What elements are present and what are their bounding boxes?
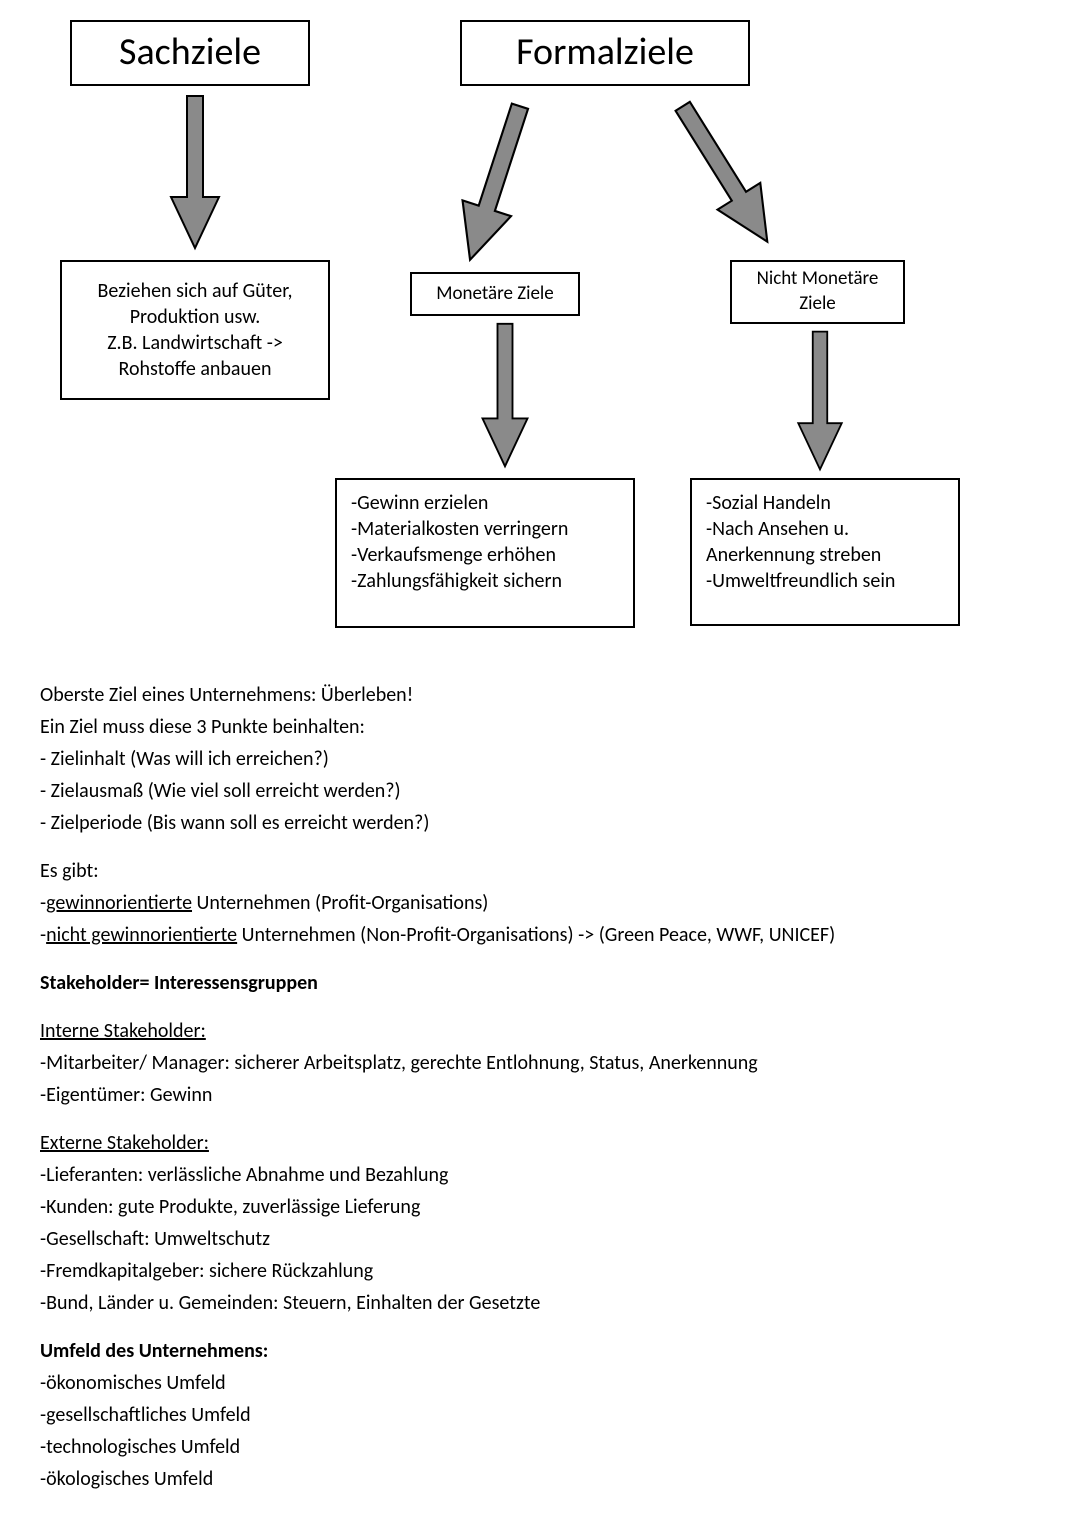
notes-externe-item-1: -Lieferanten: verlässliche Abnahme und B… [40, 1160, 1040, 1190]
notes-section: Oberste Ziel eines Unternehmens: Überleb… [40, 680, 1040, 1512]
notes-interne-heading: Interne Stakeholder: [40, 1016, 1040, 1046]
notes-point-3-rest: (Bis wann soll es erreicht werden?) [142, 811, 429, 835]
monetary-detail-box: -Gewinn erzielen -Materialkosten verring… [335, 478, 635, 628]
notes-interne-heading-text: Interne Stakeholder: [40, 1019, 206, 1043]
notes-umfeld-block: Umfeld des Unternehmens: -ökonomisches U… [40, 1336, 1040, 1494]
monetary-item-1: -Gewinn erzielen [351, 490, 488, 516]
notes-topgoal-prefix: Oberste Ziel eines Unternehmens: [40, 683, 321, 707]
arrow-formalziele-left [435, 91, 554, 274]
notes-point-1: - Zielinhalt (Was will ich erreichen?) [40, 744, 1040, 774]
notes-topgoal-block: Oberste Ziel eines Unternehmens: Überleb… [40, 680, 1040, 838]
arrow-monetary-down [475, 320, 535, 470]
notes-stakeholder-heading: Stakeholder= Interessensgruppen [40, 968, 1040, 998]
nonmonetary-item-3: Anerkennung streben [706, 542, 881, 568]
notes-3points-intro: Ein Ziel muss diese 3 Punkte beinhalten: [40, 712, 1040, 742]
notes-esgibt-2-rest: Unternehmen (Non-Profit-Organisations) -… [237, 923, 835, 947]
sachziele-desc-l3: Z.B. Landwirtschaft -> [107, 330, 283, 356]
notes-externe-block: Externe Stakeholder: -Lieferanten: verlä… [40, 1128, 1040, 1318]
nonmonetary-item-2: -Nach Ansehen u. [706, 516, 849, 542]
notes-externe-item-5: -Bund, Länder u. Gemeinden: Steuern, Ein… [40, 1288, 1040, 1318]
notes-esgibt-1: -gewinnorientierte Unternehmen (Profit-O… [40, 888, 1040, 918]
arrow-nonmonetary-down [790, 328, 850, 473]
notes-umfeld-item-3: -technologisches Umfeld [40, 1432, 1040, 1462]
notes-point-1-rest: (Was will ich erreichen?) [126, 747, 329, 771]
nonmonetary-item-4: -Umweltfreundlich sein [706, 568, 895, 594]
notes-point-1-term: Zielinhalt [51, 747, 126, 771]
formalziele-title-box: Formalziele [460, 20, 750, 86]
nonmonetary-label-box: Nicht Monetäre Ziele [730, 260, 905, 324]
notes-point-2-rest: (Wie viel soll erreicht werden?) [143, 779, 400, 803]
formalziele-title: Formalziele [516, 28, 694, 77]
nonmonetary-label-l2: Ziele [799, 292, 836, 317]
sachziele-desc-l1: Beziehen sich auf Güter, [98, 278, 293, 304]
notes-point-2: - Zielausmaß (Wie viel soll erreicht wer… [40, 776, 1040, 806]
nonmonetary-detail-box: -Sozial Handeln -Nach Ansehen u. Anerken… [690, 478, 960, 626]
notes-externe-heading: Externe Stakeholder: [40, 1128, 1040, 1158]
notes-point-3: - Zielperiode (Bis wann soll es erreicht… [40, 808, 1040, 838]
monetary-item-4: -Zahlungsfähigkeit sichern [351, 568, 562, 594]
monetary-item-3: -Verkaufsmenge erhöhen [351, 542, 556, 568]
notes-topgoal: Oberste Ziel eines Unternehmens: Überleb… [40, 680, 1040, 710]
notes-esgibt-1-rest: Unternehmen (Profit-Organisations) [192, 891, 488, 915]
notes-externe-item-2: -Kunden: gute Produkte, zuverlässige Lie… [40, 1192, 1040, 1222]
notes-stakeholder-heading-block: Stakeholder= Interessensgruppen [40, 968, 1040, 998]
notes-interne-item-1: -Mitarbeiter/ Manager: sicherer Arbeitsp… [40, 1048, 1040, 1078]
notes-externe-item-4: -Fremdkapitalgeber: sichere Rückzahlung [40, 1256, 1040, 1286]
sachziele-title: Sachziele [119, 28, 261, 77]
notes-umfeld-item-2: -gesellschaftliches Umfeld [40, 1400, 1040, 1430]
notes-interne-item-2: -Eigentümer: Gewinn [40, 1080, 1040, 1110]
notes-externe-heading-text: Externe Stakeholder: [40, 1131, 209, 1155]
notes-esgibt-block: Es gibt: -gewinnorientierte Unternehmen … [40, 856, 1040, 950]
nonmonetary-label-l1: Nicht Monetäre [757, 267, 879, 292]
notes-point-2-term: Zielausmaß [51, 779, 144, 803]
monetary-item-2: -Materialkosten verringern [351, 516, 568, 542]
nonmonetary-item-1: -Sozial Handeln [706, 490, 831, 516]
sachziele-desc-l4: Rohstoffe anbauen [119, 356, 272, 382]
notes-umfeld-heading: Umfeld des Unternehmens: [40, 1336, 1040, 1366]
notes-esgibt-label: Es gibt: [40, 856, 1040, 886]
sachziele-desc-box: Beziehen sich auf Güter, Produktion usw.… [60, 260, 330, 400]
page: Sachziele Formalziele Beziehen sich auf … [0, 0, 1080, 1526]
monetary-label: Monetäre Ziele [436, 282, 553, 307]
sachziele-desc-l2: Produktion usw. [130, 304, 261, 330]
arrow-formalziele-right [651, 84, 799, 264]
notes-topgoal-value: Überleben! [321, 683, 413, 707]
notes-esgibt-2-term: nicht gewinnorientierte [46, 923, 237, 947]
notes-externe-item-3: -Gesellschaft: Umweltschutz [40, 1224, 1040, 1254]
notes-umfeld-item-1: -ökonomisches Umfeld [40, 1368, 1040, 1398]
sachziele-title-box: Sachziele [70, 20, 310, 86]
arrow-sachziele-down [165, 92, 225, 252]
notes-umfeld-item-4: -ökologisches Umfeld [40, 1464, 1040, 1494]
notes-esgibt-1-term: gewinnorientierte [46, 891, 192, 915]
notes-esgibt-2: -nicht gewinnorientierte Unternehmen (No… [40, 920, 1040, 950]
monetary-label-box: Monetäre Ziele [410, 272, 580, 316]
notes-interne-block: Interne Stakeholder: -Mitarbeiter/ Manag… [40, 1016, 1040, 1110]
notes-point-3-term: Zielperiode [51, 811, 143, 835]
